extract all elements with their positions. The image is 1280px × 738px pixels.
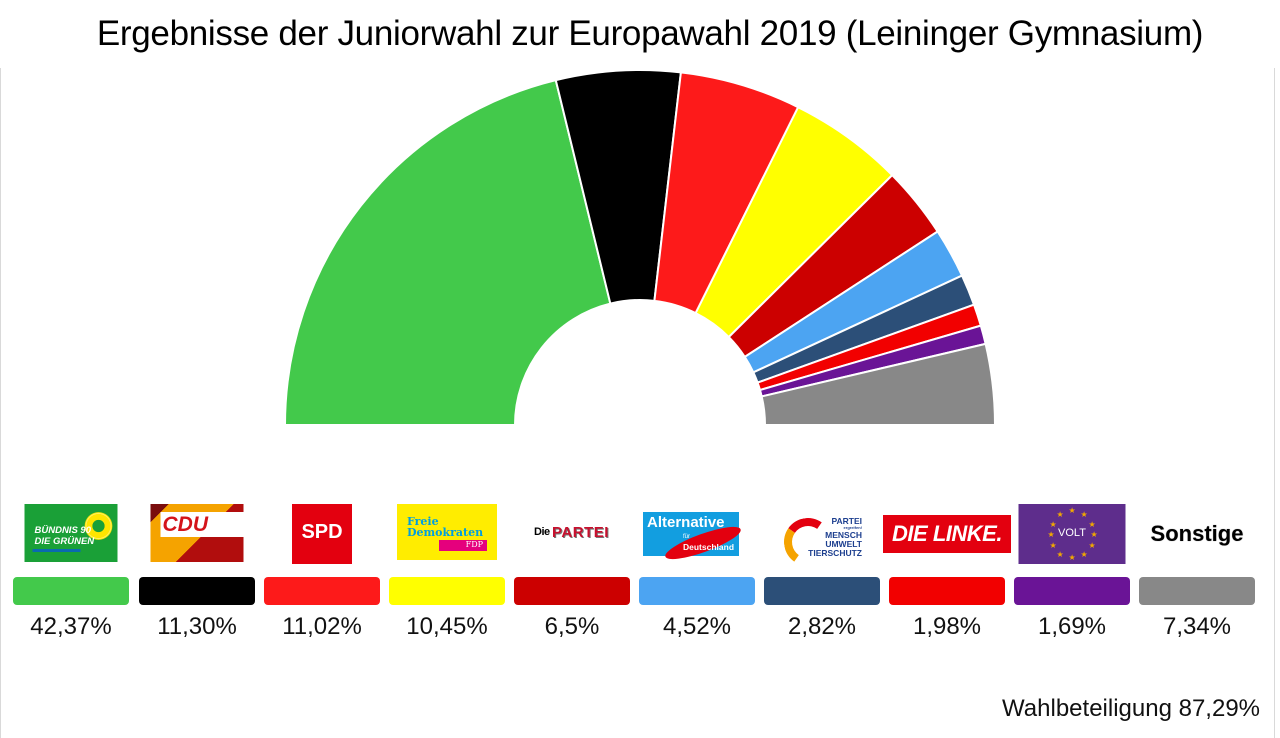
chart-slice-9 [760,342,997,426]
legend-value: 11,02% [282,613,362,640]
volt-logo: VOLT ★ ★ ★ ★ ★ ★ ★ ★ ★ ★ ★ ★ [1018,504,1126,564]
chart-slice-0 [283,78,612,426]
logo-text: Sonstige [1150,521,1244,546]
legend-item-spd: SPD 11,02% [264,500,380,650]
star-icon: ★ [1088,541,1096,550]
legend-value: 2,82% [787,613,857,640]
logo-text: PARTEI [831,516,862,526]
legend-swatch [13,577,129,605]
logo-text: PARTEI [552,524,609,541]
star-icon: ★ [1068,553,1076,562]
legend-swatch [1139,577,1255,605]
logo-text: TIERSCHUTZ [808,548,862,558]
legend-item-volt: VOLT ★ ★ ★ ★ ★ ★ ★ ★ ★ ★ ★ ★ 1,69% [1014,500,1130,650]
partei-logo: Die PARTEI [522,504,622,562]
legend-item-linke: DIE LINKE. 1,98% [883,500,1011,650]
logo-text: Freie [407,515,439,528]
star-icon: ★ [1049,541,1057,550]
logo-text: Alternative [647,514,725,531]
spd-logo: SPD [292,504,352,564]
legend-value: 4,52% [662,613,732,640]
legend-swatch [764,577,880,605]
logo-text: BÜNDNIS 90 [34,525,92,536]
cdu-logo: CDU [150,504,244,562]
legend-item-tierschutz: PARTEI ergreifen! MENSCH UMWELT TIERSCHU… [764,500,880,650]
sonstige-label: Sonstige [1142,504,1252,564]
legend-swatch [139,577,255,605]
legend-value: 1,69% [1037,613,1107,640]
logo-text: DIE GRÜNEN [34,536,95,547]
logo-text: Demokraten [407,526,484,539]
legend-swatch [514,577,630,605]
logo-text: Deutschland [683,542,735,552]
turnout-annotation: Wahlbeteiligung 87,29% [1002,695,1260,722]
logo-text: VOLT [1058,527,1086,539]
logo-text: UMWELT [825,539,862,549]
legend-value: 10,45% [406,613,488,640]
logo-text: MENSCH [825,530,862,540]
tierschutz-logo: PARTEI ergreifen! MENSCH UMWELT TIERSCHU… [782,504,862,564]
star-icon: ★ [1080,550,1088,559]
legend-item-gruene: BÜNDNIS 90 DIE GRÜNEN 42,37% [13,500,129,650]
legend-swatch [889,577,1005,605]
logo-bar [439,540,487,551]
fdp-logo: Freie Demokraten FDP [397,504,497,560]
legend-item-fdp: Freie Demokraten FDP 10,45% [389,500,505,650]
logo-text: für [683,534,691,540]
chart-title: Ergebnisse der Juniorwahl zur Europawahl… [96,14,1204,53]
legend-swatch [264,577,380,605]
star-icon: ★ [1088,520,1096,529]
star-icon: ★ [1068,506,1076,515]
logo-text: DIE LINKE. [892,521,1002,546]
legend-value: 6,5% [544,613,600,640]
legend: BÜNDNIS 90 DIE GRÜNEN 42,37% CDU 11,30% … [0,500,1280,650]
star-icon: ★ [1056,550,1064,559]
legend-item-cdu: CDU 11,30% [139,500,255,650]
legend-value: 42,37% [30,613,112,640]
star-icon: ★ [1056,510,1064,519]
logo-text: ergreifen! [843,525,862,530]
legend-item-sonstige: Sonstige 7,34% [1139,500,1255,650]
logo-bar [32,549,81,552]
legend-swatch [1014,577,1130,605]
logo-text: Die [534,526,550,538]
half-donut-chart [283,69,997,426]
afd-logo: Alternative für Deutschland [641,504,753,564]
legend-value: 1,98% [912,613,982,640]
legend-value: 11,30% [157,613,237,640]
logo-text: SPD [301,521,343,543]
sunflower-icon [84,512,113,540]
legend-swatch [389,577,505,605]
legend-item-partei: Die PARTEI 6,5% [514,500,630,650]
legend-value: 7,34% [1162,613,1232,640]
legend-swatch [639,577,755,605]
logo-text: FDP [465,540,483,549]
linke-logo: DIE LINKE. [883,515,1011,553]
star-icon: ★ [1080,510,1088,519]
gruene-logo: BÜNDNIS 90 DIE GRÜNEN [24,504,118,562]
legend-item-afd: Alternative für Deutschland 4,52% [639,500,755,650]
logo-text: CDU [162,513,209,536]
star-icon: ★ [1047,530,1055,539]
star-icon: ★ [1090,530,1098,539]
chart-frame [0,68,1275,738]
star-icon: ★ [1049,520,1057,529]
logo-box [160,512,244,537]
